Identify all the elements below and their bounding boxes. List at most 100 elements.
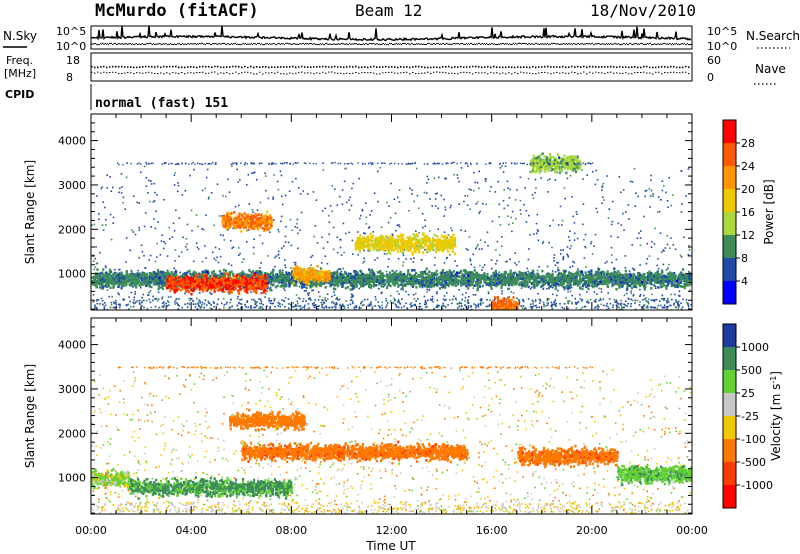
speckle <box>443 305 446 307</box>
echo-cell <box>523 276 526 279</box>
speckle <box>410 258 412 260</box>
speckle <box>333 302 335 305</box>
echo-cell <box>435 269 438 273</box>
speckle <box>343 251 345 254</box>
ground-scatter-cell <box>621 306 623 309</box>
speckle <box>468 236 471 238</box>
ground-scatter-cell <box>652 306 655 309</box>
echo-cell <box>587 270 590 274</box>
echo-cell <box>582 275 585 278</box>
speckle <box>238 204 240 207</box>
ground-scatter-cell <box>262 303 264 306</box>
echo-cell <box>682 268 685 271</box>
ground-scatter-cell <box>187 306 189 308</box>
ground-scatter-cell <box>218 308 221 310</box>
echo-cell <box>448 282 451 286</box>
echo-cell <box>395 273 399 276</box>
ground-scatter-cell <box>259 298 262 301</box>
speckle <box>261 242 264 245</box>
speckle <box>435 306 437 308</box>
echo-cell <box>295 284 298 287</box>
echo-cell <box>446 283 449 286</box>
echo-cell <box>509 272 512 276</box>
speckle <box>259 302 261 305</box>
speckle <box>241 261 243 263</box>
speckle <box>307 292 309 295</box>
speckle <box>557 224 560 226</box>
speckle <box>470 306 472 308</box>
speckle <box>252 211 254 213</box>
speckle <box>496 260 498 262</box>
speckle <box>634 205 637 207</box>
ground-scatter-cell <box>381 307 384 309</box>
echo-cell <box>607 272 610 276</box>
speckle <box>550 169 553 172</box>
speckle <box>104 265 107 267</box>
ground-scatter-cell <box>538 306 541 308</box>
speckle <box>310 264 312 266</box>
speckle <box>591 253 594 255</box>
speckle <box>478 248 481 250</box>
ground-scatter-cell <box>393 300 396 302</box>
speckle <box>138 256 140 259</box>
echo-cell <box>445 270 448 274</box>
ground-scatter-cell <box>339 306 342 309</box>
echo-cell <box>148 285 151 288</box>
echo-cell <box>594 274 597 277</box>
speckle <box>284 235 287 238</box>
speckle <box>571 265 574 268</box>
echo-cell <box>367 282 370 286</box>
ground-scatter-cell <box>344 307 346 309</box>
echo-cell <box>354 273 357 276</box>
ground-scatter-cell <box>297 302 299 305</box>
echo-cell <box>554 287 557 291</box>
echo-cell <box>462 282 465 286</box>
echo-cell <box>111 277 114 280</box>
echo-cell <box>672 284 675 287</box>
speckle <box>101 186 104 188</box>
speckle <box>685 299 688 301</box>
speckle <box>279 305 282 308</box>
echo-cell <box>672 274 676 277</box>
speckle <box>426 181 428 184</box>
speckle <box>446 292 448 294</box>
echo-cell <box>556 274 559 277</box>
echo-cell <box>335 276 338 280</box>
speckle <box>294 262 297 264</box>
speckle <box>650 189 653 192</box>
echo-cell <box>271 277 274 281</box>
echo-cell <box>113 281 116 284</box>
echo-cell <box>319 284 322 287</box>
speckle <box>373 192 376 194</box>
speckle <box>350 204 353 207</box>
echo-cell <box>636 275 639 279</box>
echo-cell <box>372 270 375 274</box>
nsearch-trace <box>91 42 692 46</box>
echo-cell <box>645 276 648 280</box>
ground-scatter-cell <box>643 308 645 310</box>
speckle <box>670 204 672 207</box>
speckle <box>109 176 111 178</box>
speckle <box>569 230 571 232</box>
echo-cell <box>574 278 577 281</box>
speckle <box>341 203 344 206</box>
speckle <box>509 258 511 261</box>
speckle <box>489 190 491 193</box>
ground-scatter-cell <box>309 299 312 301</box>
speckle <box>397 299 400 301</box>
speckle <box>157 291 160 294</box>
speckle <box>561 224 563 226</box>
speckle <box>546 288 548 290</box>
ground-scatter-cell <box>660 304 662 307</box>
speckle <box>535 187 537 189</box>
echo-cell <box>406 277 409 280</box>
speckle <box>336 296 338 299</box>
echo-cell <box>394 274 397 277</box>
echo-cell <box>361 272 364 276</box>
freq-unit-label: [MHz] <box>4 67 36 80</box>
echo-cell <box>631 281 634 285</box>
echo-cell <box>290 278 293 281</box>
speckle <box>593 245 595 247</box>
echo-cell <box>495 282 498 286</box>
speckle <box>506 260 508 263</box>
